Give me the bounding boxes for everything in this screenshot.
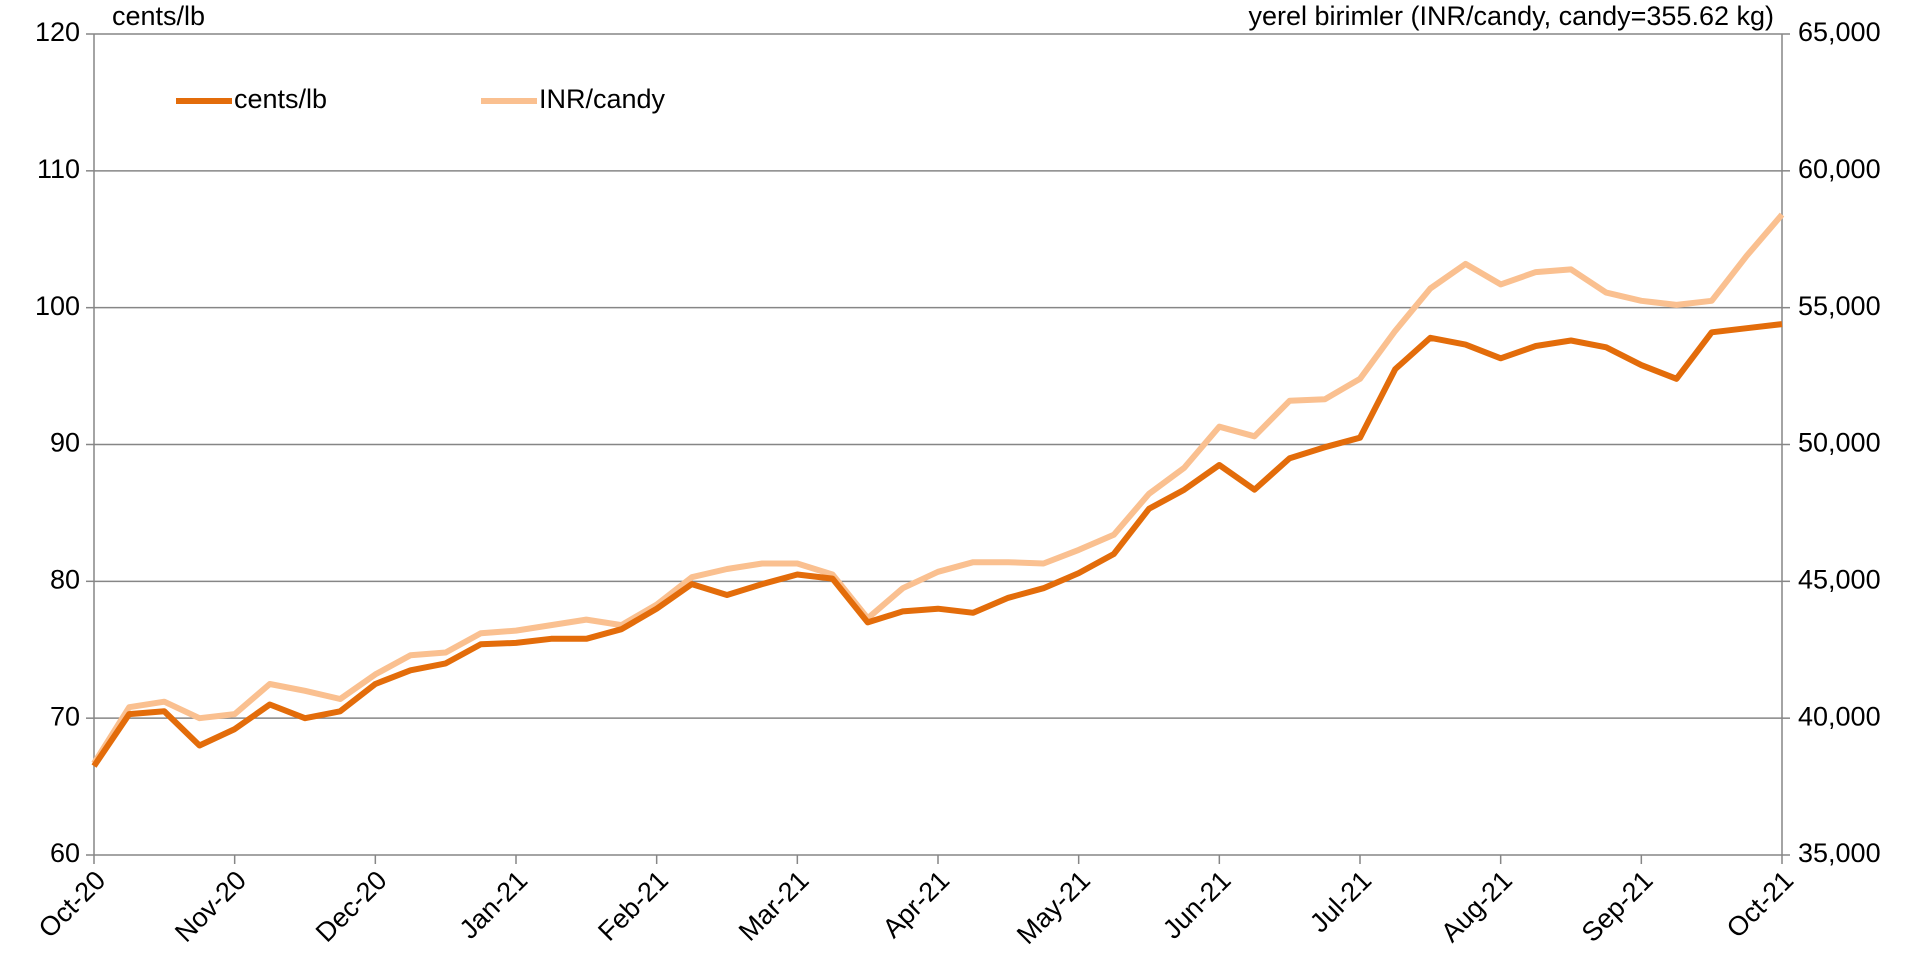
x-tick-label: Apr-21 — [877, 865, 956, 944]
y2-tick-label: 50,000 — [1798, 428, 1881, 458]
y2-tick-label: 60,000 — [1798, 154, 1881, 184]
x-tick-label: May-21 — [1011, 865, 1096, 950]
x-tick-label: Dec-20 — [310, 865, 393, 948]
y-tick-label: 60 — [50, 838, 80, 868]
x-tick-label: Feb-21 — [592, 865, 674, 947]
y2-tick-label: 35,000 — [1798, 838, 1881, 868]
y-axis-label: cents/lb — [112, 1, 205, 31]
x-tick-label: Sep-21 — [1576, 865, 1659, 948]
x-tick-label: Oct-20 — [33, 865, 112, 944]
x-tick-label: Jun-21 — [1157, 865, 1237, 945]
legend-label: INR/candy — [539, 84, 666, 114]
x-tick-label: Jan-21 — [454, 865, 534, 945]
y-tick-label: 70 — [50, 701, 80, 731]
x-tick-label: Mar-21 — [733, 865, 815, 947]
y2-tick-label: 40,000 — [1798, 701, 1881, 731]
x-tick-label: Aug-21 — [1435, 865, 1518, 948]
x-tick-label: Oct-21 — [1721, 865, 1800, 944]
x-tick-label: Nov-20 — [169, 865, 252, 948]
y2-axis-label: yerel birimler (INR/candy, candy=355.62 … — [1249, 1, 1774, 31]
y2-tick-label: 65,000 — [1798, 17, 1881, 47]
x-tick-label: Jul-21 — [1304, 865, 1377, 938]
y-tick-label: 100 — [35, 291, 80, 321]
y-tick-label: 90 — [50, 428, 80, 458]
y-tick-label: 110 — [37, 154, 80, 184]
y-tick-label: 80 — [50, 564, 80, 594]
data-line — [91, 321, 1783, 768]
legend-label: cents/lb — [234, 84, 327, 114]
y-tick-label: 120 — [35, 17, 80, 47]
y2-tick-label: 45,000 — [1798, 564, 1881, 594]
data-line — [91, 212, 1785, 765]
y2-tick-label: 55,000 — [1798, 291, 1881, 321]
